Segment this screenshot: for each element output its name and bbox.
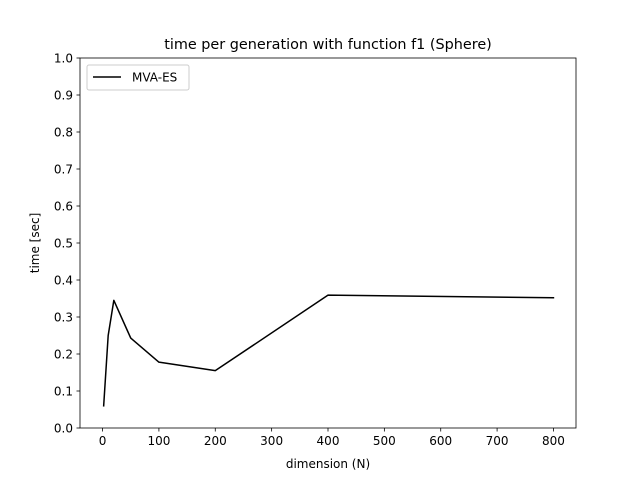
y-tick-label: 0.2 [54,347,73,361]
x-tick-label: 0 [99,434,107,448]
axes-frame [79,57,577,429]
x-tick-label: 500 [373,434,396,448]
chart-title: time per generation with function f1 (Sp… [164,37,492,53]
y-tick-label: 0.1 [54,384,73,398]
y-tick-label: 0.0 [54,421,73,435]
x-tick-label: 800 [542,434,565,448]
y-tick-label: 0.7 [54,162,73,176]
legend-entry-mva-es: MVA-ES [132,71,177,85]
x-axis-label: dimension (N) [286,457,370,471]
legend: MVA-ES [86,64,190,91]
y-axis-label: time [sec] [28,213,42,274]
x-tick-label: 300 [260,434,283,448]
y-tick-label: 1.0 [54,51,73,65]
y-tick-label: 0.9 [54,88,73,102]
x-tick-label: 200 [204,434,227,448]
series-line-mva-es [102,294,555,407]
y-tick-label: 0.4 [54,273,73,287]
y-tick-label: 0.6 [54,199,73,213]
y-tick-label: 0.5 [54,236,73,250]
x-tick-label: 700 [486,434,509,448]
axis-ticks: 0 100 200 300 400 500 600 700 800 0.0 0.1 0.2 0.3 0.4… [54,51,565,448]
plot-area [102,294,555,407]
legend-box [86,64,190,91]
y-tick-label: 0.8 [54,125,73,139]
x-tick-label: 100 [147,434,170,448]
y-tick-label: 0.3 [54,310,73,324]
x-tick-label: 400 [317,434,340,448]
x-tick-label: 600 [429,434,452,448]
